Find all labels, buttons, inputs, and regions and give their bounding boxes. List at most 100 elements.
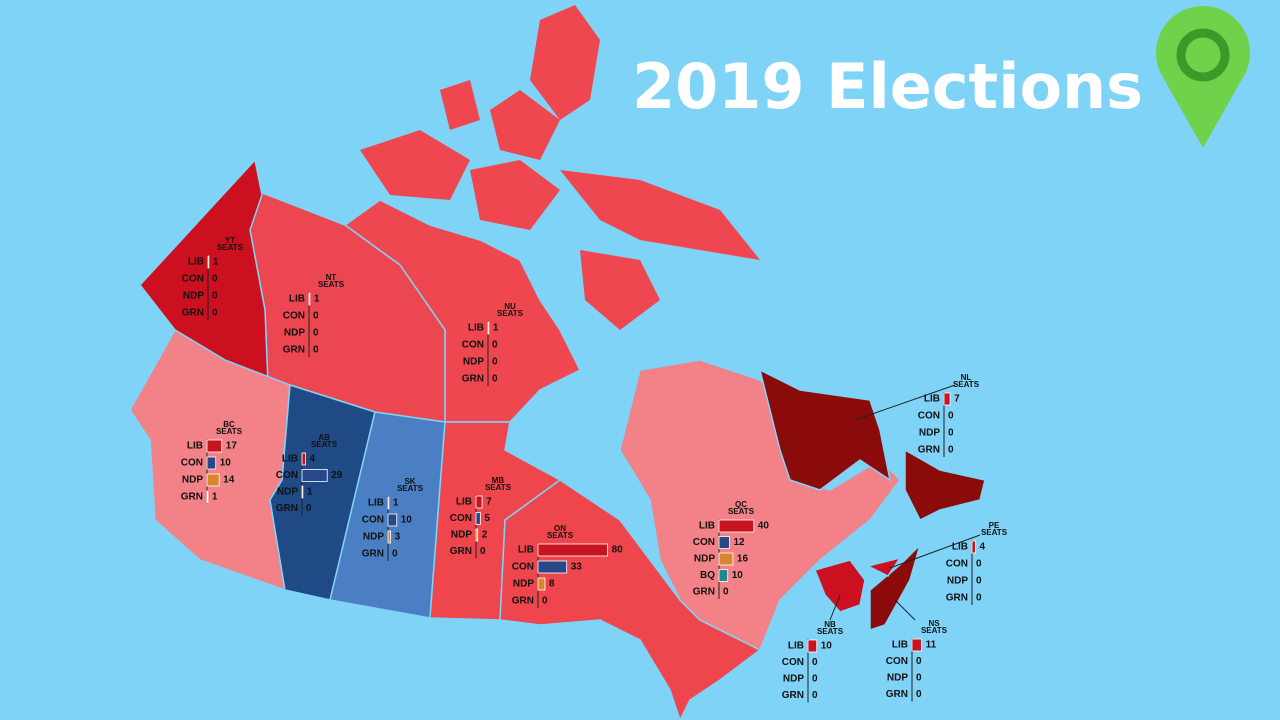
party-label: CON xyxy=(918,411,940,422)
seat-count: 17 xyxy=(226,441,238,452)
party-label: LIB xyxy=(518,545,534,556)
party-label: NDP xyxy=(783,674,804,685)
seat-count: 3 xyxy=(395,532,401,543)
party-label: BQ xyxy=(700,570,715,581)
seat-count: 0 xyxy=(948,411,954,422)
seat-count: 0 xyxy=(492,357,498,368)
seat-count: 0 xyxy=(313,328,319,339)
seat-count: 16 xyxy=(737,554,749,565)
seat-count: 40 xyxy=(758,521,770,532)
seat-count: 0 xyxy=(812,657,818,668)
seat-count: 80 xyxy=(612,545,624,556)
island xyxy=(560,170,760,260)
seats-label: SEATS xyxy=(817,627,844,636)
arctic-islands xyxy=(360,5,760,330)
seats-label: SEATS xyxy=(311,440,338,449)
seats-label: SEATS xyxy=(547,531,574,540)
seat-count: 14 xyxy=(223,475,235,486)
seat-count: 12 xyxy=(733,537,745,548)
party-label: NDP xyxy=(182,475,203,486)
seats-label: SEATS xyxy=(728,507,755,516)
seat-count: 33 xyxy=(571,562,583,573)
party-label: NDP xyxy=(919,428,940,439)
leader-line xyxy=(889,534,981,569)
seat-bar xyxy=(301,452,306,466)
seat-count: 0 xyxy=(212,274,218,285)
seat-count: 2 xyxy=(482,530,488,541)
seat-count: 29 xyxy=(331,470,343,481)
seat-bar xyxy=(206,456,217,470)
seat-count: 10 xyxy=(821,641,833,652)
seat-count: 0 xyxy=(916,673,922,684)
seat-bar xyxy=(207,255,210,269)
seats-label: SEATS xyxy=(497,309,524,318)
region-code: AB xyxy=(318,433,330,442)
seat-count: 1 xyxy=(213,257,219,268)
seat-bar xyxy=(387,530,392,544)
party-label: CON xyxy=(283,311,305,322)
party-label: GRN xyxy=(918,445,940,456)
seat-count: 1 xyxy=(212,492,218,503)
seat-bar xyxy=(718,569,729,582)
seat-count: 0 xyxy=(542,596,548,607)
party-label: GRN xyxy=(450,546,472,557)
party-label: NDP xyxy=(694,554,715,565)
seat-count: 0 xyxy=(212,291,218,302)
seat-bar xyxy=(387,513,398,527)
seats-label: SEATS xyxy=(981,528,1008,537)
seat-count: 7 xyxy=(954,394,960,405)
seat-count: 0 xyxy=(948,428,954,439)
nl-labrador xyxy=(758,368,892,491)
seat-bar xyxy=(718,552,734,566)
party-label: LIB xyxy=(952,542,968,553)
seat-count: 0 xyxy=(492,340,498,351)
seat-count: 0 xyxy=(812,674,818,685)
leader-lines xyxy=(829,384,981,621)
seats-label: SEATS xyxy=(921,626,948,635)
party-label: CON xyxy=(450,513,472,524)
party-label: NDP xyxy=(887,673,908,684)
seat-count: 8 xyxy=(549,579,555,590)
island xyxy=(440,80,480,130)
party-label: GRN xyxy=(283,345,305,356)
seats-label: SEATS xyxy=(216,427,243,436)
party-label: GRN xyxy=(182,308,204,319)
seats-label: SEATS xyxy=(397,484,424,493)
party-label: GRN xyxy=(362,549,384,560)
seat-bar xyxy=(301,485,304,499)
seat-count: 4 xyxy=(979,542,985,553)
seat-count: 11 xyxy=(926,640,937,651)
seat-count: 10 xyxy=(732,570,744,581)
region-code: MB xyxy=(492,476,505,485)
on-region xyxy=(499,479,762,720)
party-label: CON xyxy=(462,340,484,351)
party-label: GRN xyxy=(782,690,804,701)
seat-bar xyxy=(537,560,568,574)
seat-count: 0 xyxy=(306,503,312,514)
seat-count: 0 xyxy=(976,559,982,570)
party-label: CON xyxy=(181,458,203,469)
region-code: BC xyxy=(223,420,235,429)
party-label: CON xyxy=(512,562,534,573)
leader-line xyxy=(854,384,956,421)
seat-bar xyxy=(911,638,922,652)
seat-bar xyxy=(475,495,483,509)
party-label: CON xyxy=(362,515,384,526)
party-label: GRN xyxy=(462,374,484,385)
seat-bar xyxy=(308,292,311,306)
leader-line xyxy=(894,599,916,621)
party-label: LIB xyxy=(289,294,305,305)
party-label: LIB xyxy=(456,497,472,508)
seat-count: 1 xyxy=(493,323,499,334)
party-label: LIB xyxy=(468,323,484,334)
region-code: YT xyxy=(225,236,235,245)
seat-count: 0 xyxy=(392,549,398,560)
region-code: QC xyxy=(735,500,747,509)
seat-count: 0 xyxy=(313,345,319,356)
seat-count: 0 xyxy=(916,689,922,700)
pin-ring xyxy=(1176,28,1230,82)
party-label: CON xyxy=(182,274,204,285)
party-label: NDP xyxy=(183,291,204,302)
party-label: NDP xyxy=(451,530,472,541)
party-label: NDP xyxy=(363,532,384,543)
